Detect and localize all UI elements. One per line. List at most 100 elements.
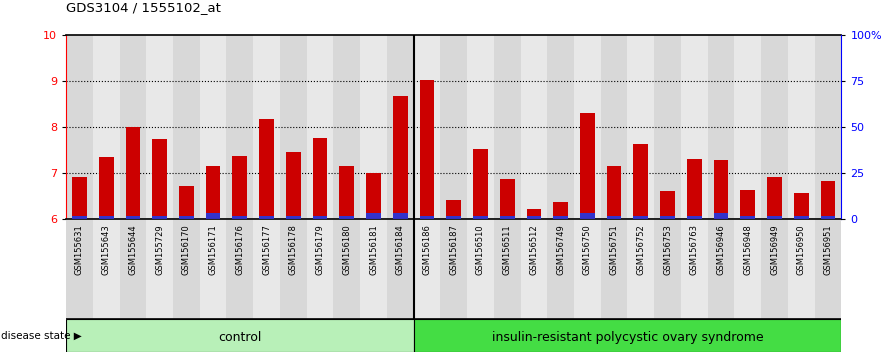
Bar: [815, 35, 841, 219]
Bar: [200, 35, 226, 219]
Bar: [547, 35, 574, 219]
Bar: [740, 189, 755, 219]
Bar: [473, 216, 488, 219]
Bar: [152, 216, 167, 219]
Bar: [387, 219, 413, 319]
Text: GSM155729: GSM155729: [155, 224, 164, 275]
Bar: [99, 157, 114, 219]
Bar: [313, 216, 328, 219]
Bar: [580, 113, 595, 219]
Bar: [714, 160, 729, 219]
Bar: [360, 219, 387, 319]
Bar: [553, 202, 568, 219]
Bar: [259, 119, 274, 219]
Bar: [547, 219, 574, 319]
Bar: [333, 219, 360, 319]
Bar: [286, 216, 300, 219]
Bar: [72, 177, 87, 219]
Bar: [339, 166, 354, 219]
Text: GSM156763: GSM156763: [690, 224, 699, 275]
Text: GSM156171: GSM156171: [209, 224, 218, 275]
Bar: [681, 219, 707, 319]
Text: GSM156749: GSM156749: [556, 224, 565, 275]
Bar: [146, 219, 173, 319]
Bar: [467, 219, 494, 319]
Bar: [93, 35, 120, 219]
Bar: [820, 216, 835, 219]
Bar: [447, 216, 461, 219]
Bar: [660, 216, 675, 219]
Bar: [206, 213, 220, 219]
Bar: [66, 35, 93, 219]
Text: GSM156181: GSM156181: [369, 224, 378, 275]
Bar: [93, 219, 120, 319]
Text: GSM156950: GSM156950: [796, 224, 806, 275]
Bar: [200, 219, 226, 319]
Bar: [413, 319, 841, 352]
Bar: [574, 219, 601, 319]
Bar: [333, 35, 360, 219]
Text: GSM156179: GSM156179: [315, 224, 324, 275]
Bar: [393, 96, 408, 219]
Bar: [714, 213, 729, 219]
Bar: [126, 126, 140, 219]
Bar: [553, 216, 568, 219]
Bar: [120, 219, 146, 319]
Bar: [152, 139, 167, 219]
Text: GSM156753: GSM156753: [663, 224, 672, 275]
Bar: [66, 219, 93, 319]
Text: GSM156187: GSM156187: [449, 224, 458, 275]
Bar: [681, 35, 707, 219]
Bar: [607, 216, 621, 219]
Bar: [233, 216, 248, 219]
Bar: [820, 181, 835, 219]
Bar: [286, 152, 300, 219]
Bar: [179, 186, 194, 219]
Bar: [253, 219, 280, 319]
Bar: [633, 143, 648, 219]
Bar: [767, 177, 781, 219]
Bar: [146, 35, 173, 219]
Bar: [735, 219, 761, 319]
Bar: [687, 216, 701, 219]
Bar: [419, 80, 434, 219]
Bar: [574, 35, 601, 219]
Bar: [494, 219, 521, 319]
Bar: [206, 166, 220, 219]
Bar: [126, 216, 140, 219]
Text: GSM156178: GSM156178: [289, 224, 298, 275]
Bar: [740, 216, 755, 219]
Bar: [788, 219, 815, 319]
Bar: [307, 35, 333, 219]
Bar: [761, 35, 788, 219]
Bar: [99, 216, 114, 219]
Text: insulin-resistant polycystic ovary syndrome: insulin-resistant polycystic ovary syndr…: [492, 331, 763, 344]
Bar: [527, 209, 541, 219]
Bar: [788, 35, 815, 219]
Bar: [500, 216, 515, 219]
Bar: [580, 213, 595, 219]
Bar: [313, 138, 328, 219]
Bar: [280, 35, 307, 219]
Bar: [707, 219, 735, 319]
Text: GSM156752: GSM156752: [636, 224, 646, 275]
Text: disease state ▶: disease state ▶: [1, 330, 82, 341]
Bar: [601, 219, 627, 319]
Bar: [794, 216, 809, 219]
Bar: [360, 35, 387, 219]
Bar: [366, 172, 381, 219]
Text: GSM156949: GSM156949: [770, 224, 779, 275]
Bar: [627, 35, 655, 219]
Bar: [179, 216, 194, 219]
Bar: [413, 35, 440, 219]
Text: GSM156511: GSM156511: [503, 224, 512, 275]
Bar: [419, 216, 434, 219]
Bar: [794, 193, 809, 219]
Text: control: control: [218, 331, 262, 344]
Bar: [253, 35, 280, 219]
Bar: [226, 35, 253, 219]
Bar: [655, 35, 681, 219]
Text: GSM156951: GSM156951: [824, 224, 833, 275]
Text: GSM156170: GSM156170: [181, 224, 191, 275]
Text: GSM155644: GSM155644: [129, 224, 137, 275]
